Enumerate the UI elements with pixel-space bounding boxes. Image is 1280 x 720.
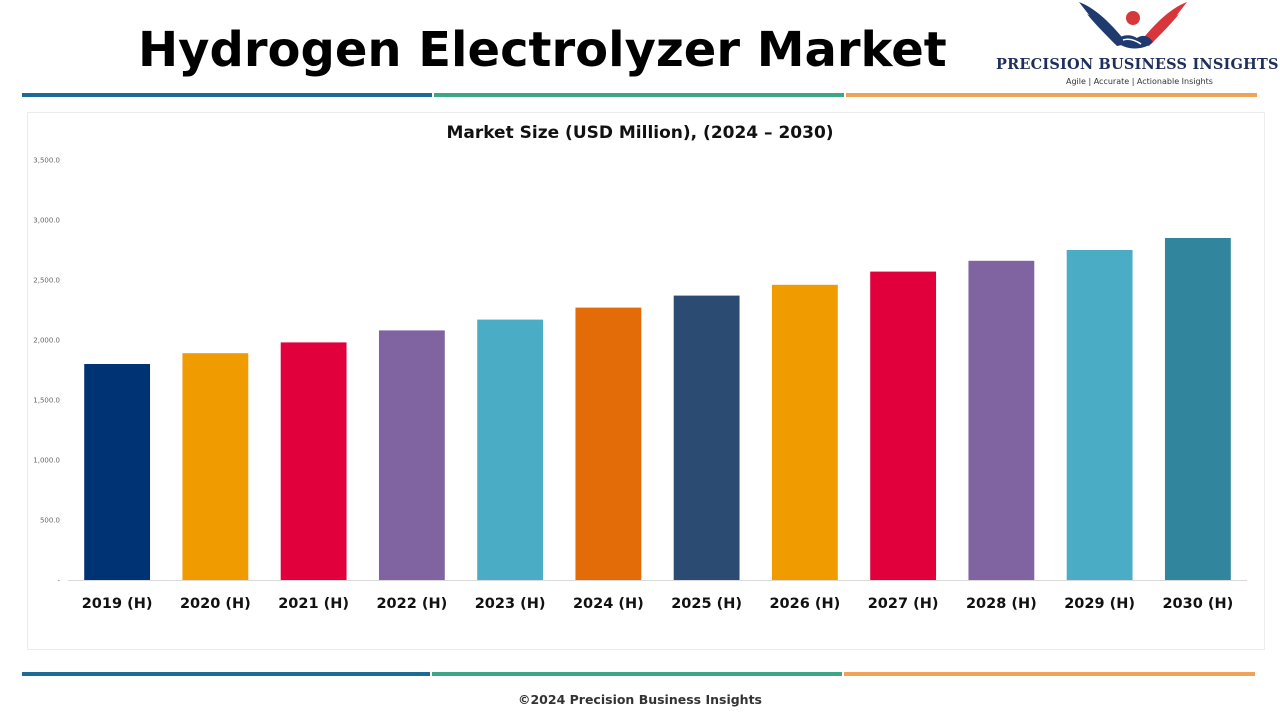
y-tick-label: 2,000.0 — [33, 337, 60, 345]
y-tick-label: - — [57, 577, 60, 585]
x-tick-label: 2019 (H) — [82, 596, 153, 612]
x-tick-label: 2030 (H) — [1162, 596, 1233, 612]
page-title: Hydrogen Electrolyzer Market — [138, 22, 947, 78]
bar — [673, 295, 740, 580]
x-tick-label: 2020 (H) — [180, 596, 251, 612]
logo-name: PRECISION BUSINESS INSIGHTS — [996, 56, 1279, 73]
bar — [771, 284, 838, 580]
x-tick-label: 2021 (H) — [278, 596, 349, 612]
footer-copyright: ©2024 Precision Business Insights — [517, 692, 762, 707]
x-tick-label: 2029 (H) — [1064, 596, 1135, 612]
top-stripe-green — [434, 93, 844, 97]
logo-tagline: Agile | Accurate | Actionable Insights — [1066, 77, 1213, 86]
bar — [84, 364, 151, 580]
bar — [477, 319, 544, 580]
x-tick-label: 2026 (H) — [769, 596, 840, 612]
bar — [1164, 238, 1231, 580]
x-tick-label: 2027 (H) — [868, 596, 939, 612]
bar — [182, 353, 249, 580]
x-tick-label: 2022 (H) — [376, 596, 447, 612]
x-tick-label: 2024 (H) — [573, 596, 644, 612]
bar — [1066, 250, 1133, 580]
x-tick-label: 2023 (H) — [475, 596, 546, 612]
chart-title: Market Size (USD Million), (2024 – 2030) — [446, 123, 834, 143]
bar — [575, 307, 642, 580]
y-tick-label: 1,500.0 — [33, 397, 60, 405]
y-tick-label: 1,000.0 — [33, 457, 60, 465]
bar — [870, 271, 937, 580]
bar — [968, 260, 1035, 580]
eagle-handshake-icon — [1079, 2, 1187, 49]
bottom-stripe-orange — [844, 672, 1255, 676]
x-tick-label: 2025 (H) — [671, 596, 742, 612]
company-logo: PRECISION BUSINESS INSIGHTS Agile | Accu… — [990, 0, 1280, 92]
bar — [378, 330, 445, 580]
y-tick-label: 500.0 — [40, 517, 60, 525]
y-tick-label: 3,500.0 — [33, 157, 60, 165]
bottom-stripe-blue — [22, 672, 430, 676]
x-tick-label: 2028 (H) — [966, 596, 1037, 612]
bottom-stripe-green — [432, 672, 842, 676]
y-tick-label: 2,500.0 — [33, 277, 60, 285]
bar — [280, 342, 347, 580]
y-tick-label: 3,000.0 — [33, 217, 60, 225]
top-stripe-orange — [846, 93, 1257, 97]
top-stripe-blue — [22, 93, 432, 97]
